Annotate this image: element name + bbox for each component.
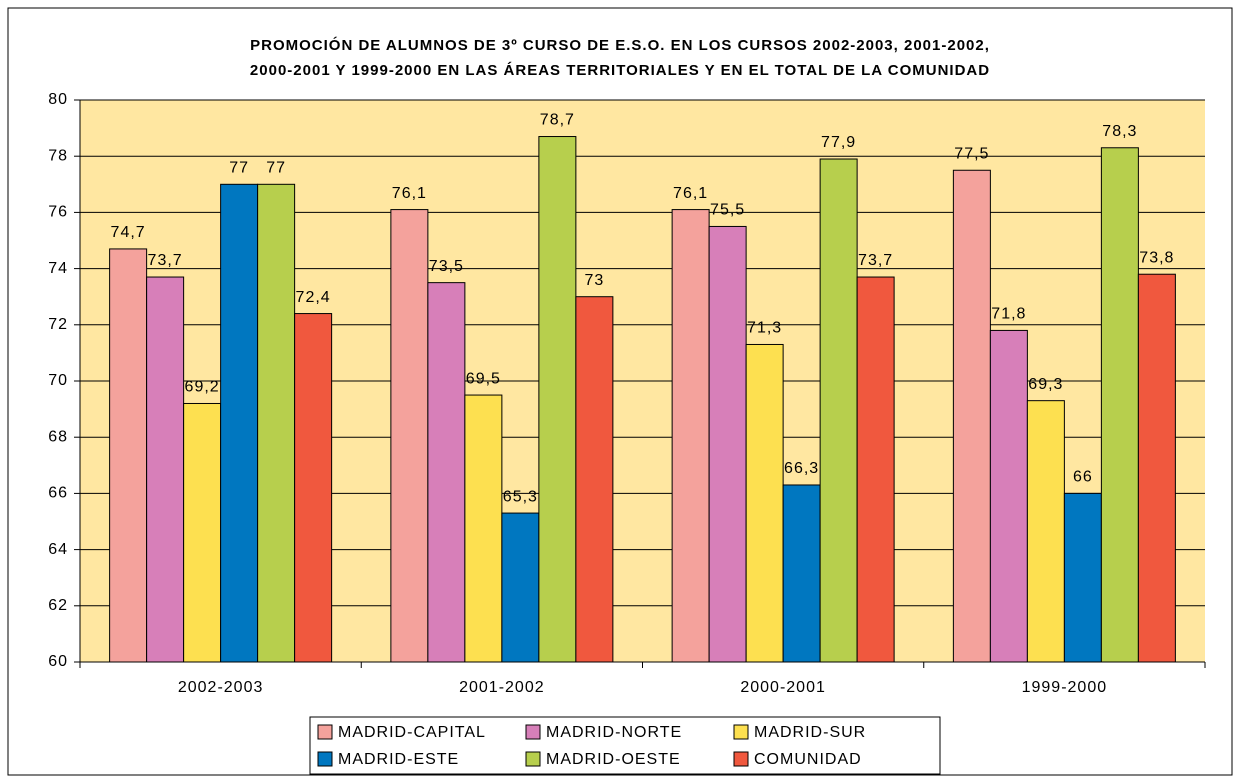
bar	[782, 484, 821, 663]
bar	[575, 296, 614, 663]
legend-swatch	[317, 751, 333, 767]
value-label: 69,5	[466, 370, 501, 387]
value-label: 76,1	[392, 185, 427, 202]
y-tick-label: 64	[48, 541, 68, 558]
bar	[220, 183, 259, 663]
bar	[538, 136, 577, 663]
legend-label: MADRID-ESTE	[338, 751, 459, 768]
value-label: 73,7	[858, 252, 893, 269]
bar	[294, 313, 333, 663]
bar	[390, 209, 429, 663]
value-label: 72,4	[296, 289, 331, 306]
legend-label: MADRID-CAPITAL	[338, 724, 486, 741]
value-label: 77,5	[954, 145, 989, 162]
value-label: 76,1	[673, 185, 708, 202]
y-tick-label: 66	[48, 485, 68, 502]
bar	[708, 225, 747, 663]
bar	[671, 209, 710, 663]
legend-label: MADRID-NORTE	[546, 724, 682, 741]
bar	[1026, 400, 1065, 663]
value-label: 77	[266, 160, 286, 177]
value-label: 73	[584, 272, 604, 289]
value-label: 78,7	[540, 112, 575, 129]
bar	[183, 402, 222, 663]
bar	[109, 248, 148, 663]
bar	[1063, 492, 1102, 663]
legend-swatch	[525, 751, 541, 767]
legend	[309, 716, 941, 775]
value-label: 69,2	[185, 379, 220, 396]
bar	[952, 169, 991, 663]
bar	[501, 512, 540, 663]
y-tick-label: 80	[48, 91, 68, 108]
legend-swatch	[317, 724, 333, 740]
bar	[989, 329, 1028, 663]
value-label: 65,3	[503, 488, 538, 505]
chart-title: 2000-2001 Y 1999-2000 EN LAS ÁREAS TERRI…	[250, 62, 990, 79]
bar	[146, 276, 185, 663]
bar	[1137, 273, 1176, 663]
value-label: 73,5	[429, 258, 464, 275]
legend-label: MADRID-OESTE	[546, 751, 681, 768]
legend-label: COMUNIDAD	[754, 751, 862, 768]
x-tick-label: 2000-2001	[740, 679, 826, 696]
y-tick-label: 78	[48, 147, 68, 164]
x-tick-label: 1999-2000	[1022, 679, 1108, 696]
value-label: 73,8	[1139, 249, 1174, 266]
value-label: 66,3	[784, 460, 819, 477]
legend-label: MADRID-SUR	[754, 724, 866, 741]
value-label: 74,7	[111, 224, 146, 241]
chart-title: PROMOCIÓN DE ALUMNOS DE 3º CURSO DE E.S.…	[250, 36, 990, 54]
legend-swatch	[733, 724, 749, 740]
value-label: 77	[229, 160, 249, 177]
bar	[464, 394, 503, 663]
value-label: 75,5	[710, 202, 745, 219]
y-tick-label: 60	[48, 653, 68, 670]
bar	[1100, 147, 1139, 663]
x-tick-label: 2002-2003	[178, 679, 264, 696]
x-tick-label: 2001-2002	[459, 679, 545, 696]
value-label: 78,3	[1102, 123, 1137, 140]
y-tick-label: 70	[48, 372, 68, 389]
bar	[427, 282, 466, 663]
bar	[856, 276, 895, 663]
value-label: 71,8	[991, 306, 1026, 323]
legend-swatch	[733, 751, 749, 767]
value-label: 66	[1073, 469, 1093, 486]
y-tick-label: 68	[48, 428, 68, 445]
value-label: 77,9	[821, 134, 856, 151]
value-label: 69,3	[1028, 376, 1063, 393]
legend-swatch	[525, 724, 541, 740]
bar	[819, 158, 858, 663]
value-label: 71,3	[747, 320, 782, 337]
bar	[745, 343, 784, 663]
y-tick-label: 72	[48, 316, 68, 333]
y-tick-label: 62	[48, 597, 68, 614]
bar	[257, 183, 296, 663]
y-tick-label: 76	[48, 204, 68, 221]
value-label: 73,7	[148, 252, 183, 269]
y-tick-label: 74	[48, 260, 68, 277]
